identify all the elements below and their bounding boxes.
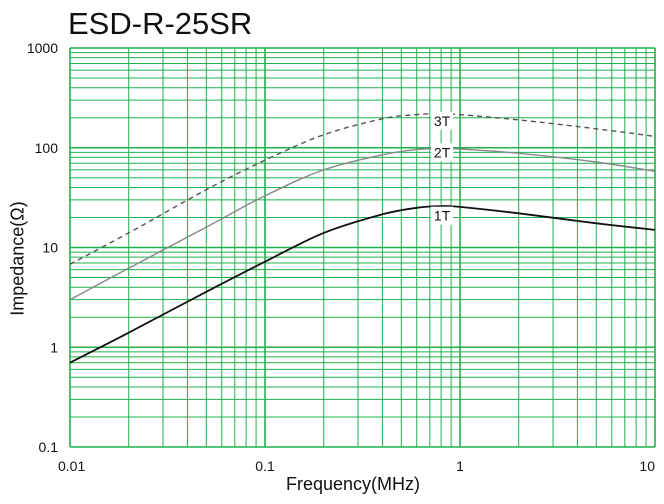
x-tick-label: 0.1 — [255, 458, 275, 474]
x-tick-label: 1 — [456, 458, 464, 474]
y-tick-label: 10 — [42, 240, 58, 256]
x-tick-label: 0.01 — [58, 458, 85, 474]
series-label-1t: 1T — [434, 208, 451, 224]
series-line-2t — [69, 147, 656, 301]
x-axis-label: Frequency(MHz) — [286, 474, 421, 494]
series-label-bg — [431, 143, 454, 162]
y-tick-label: 100 — [35, 140, 59, 156]
series-line-3t — [69, 112, 656, 265]
series-label-bg — [431, 111, 454, 130]
chart-title: ESD-R-25SR — [68, 6, 253, 41]
x-tick-label: 10 — [639, 458, 655, 474]
y-tick-label: 1000 — [27, 40, 58, 56]
y-tick-label: 1 — [50, 339, 58, 355]
y-tick-label: 0.1 — [39, 439, 59, 455]
series-label-3t: 3T — [434, 113, 451, 129]
series-label-bg — [431, 206, 454, 225]
series-line-1t — [69, 205, 656, 364]
series-label-2t: 2T — [434, 144, 451, 160]
